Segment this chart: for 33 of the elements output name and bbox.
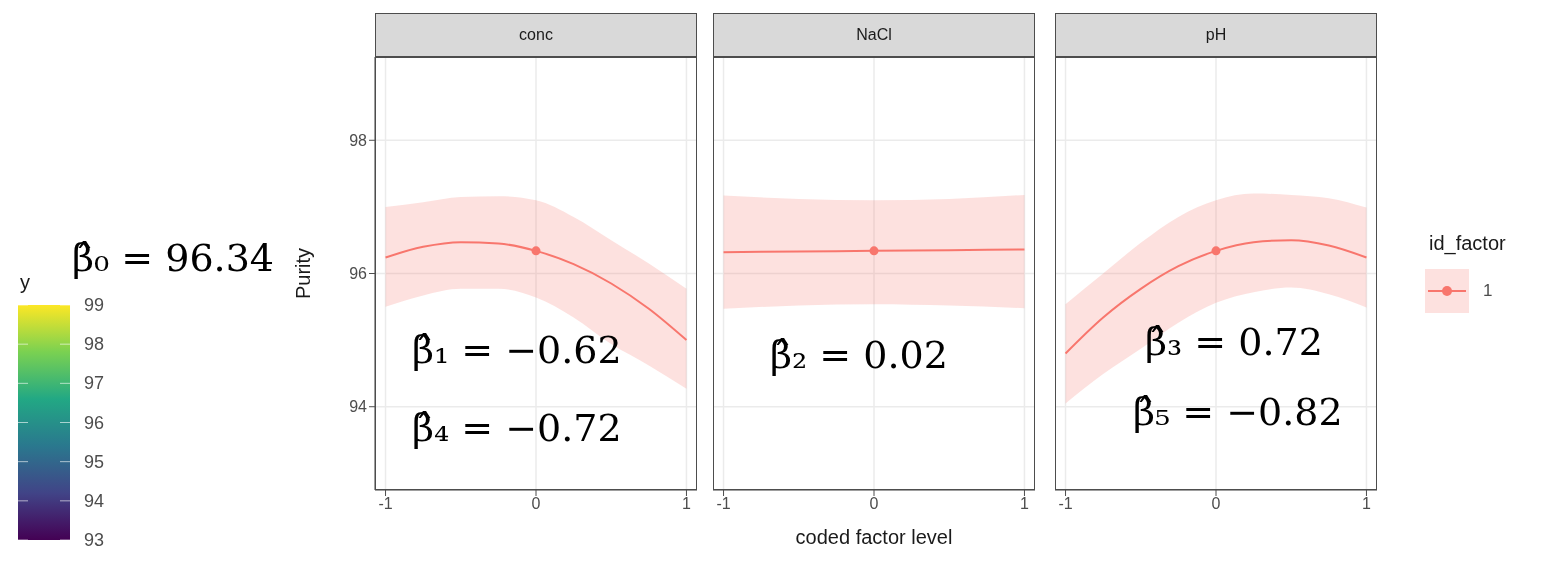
x-axis-title: coded factor level	[794, 526, 954, 549]
x-tick-label: 0	[1211, 495, 1221, 513]
color-bar-label: 93	[84, 530, 105, 550]
legend-title: id_factor	[1429, 232, 1506, 255]
y-tick-label: 94	[349, 398, 368, 416]
color-bar-label: 99	[84, 295, 105, 315]
chart-title: conc	[375, 13, 697, 57]
annotation: β̂₅ = −0.82	[1133, 390, 1343, 434]
chart-title: NaCl	[713, 13, 1035, 57]
color-bar-label: 94	[84, 490, 105, 511]
annotation: β̂₂ = 0.02	[770, 333, 948, 377]
x-tick-label: 0	[869, 495, 879, 513]
color-bar-label: 97	[84, 373, 105, 394]
y-tick-label: 96	[349, 265, 368, 283]
x-tick-label: -1	[1058, 495, 1073, 513]
y-tick-label: 98	[349, 131, 368, 149]
annotation: β̂₄ = −0.72	[412, 406, 622, 450]
color-bar-label: 95	[84, 451, 105, 472]
annotation: β̂₃ = 0.72	[1145, 320, 1323, 364]
color-bar-label: 96	[84, 412, 105, 433]
text: β̂₀ = 96.34	[72, 236, 274, 280]
color-bar-label: 98	[84, 334, 105, 355]
x-tick-label: 1	[1020, 495, 1030, 513]
x-tick-label: 1	[682, 495, 692, 513]
y-axis-title: Purity	[292, 247, 315, 300]
x-tick-label: -1	[716, 495, 731, 513]
annotation: β̂₁ = −0.62	[412, 328, 622, 372]
legend-label: 1	[1483, 281, 1493, 301]
color-bar-title: y	[20, 271, 30, 294]
x-tick-label: -1	[378, 495, 393, 513]
chart-title: pH	[1055, 13, 1377, 57]
x-tick-label: 1	[1362, 495, 1372, 513]
x-tick-label: 0	[531, 495, 541, 513]
